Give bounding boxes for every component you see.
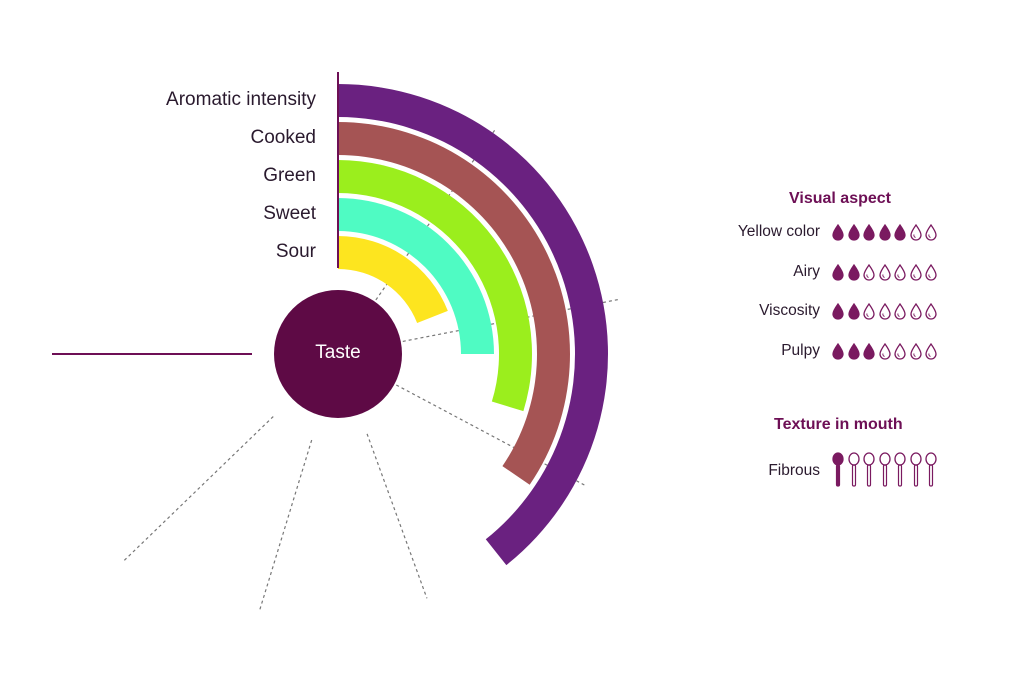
drop-icon: [909, 342, 922, 365]
spoon-icon: [925, 452, 937, 493]
spoon-icon: [894, 452, 906, 493]
drop-icon: [909, 302, 922, 325]
drop-icon: [832, 302, 844, 325]
guide-line-6: [121, 416, 274, 563]
drop-icon: [894, 223, 906, 246]
drop-icon: [894, 263, 906, 286]
attribute-label-airy: Airy: [793, 262, 820, 280]
taste-center-circle: [274, 290, 402, 418]
drop-icon: [863, 342, 875, 365]
visual-aspect-title: Visual aspect: [789, 190, 891, 207]
category-label-sweet: Sweet: [263, 202, 316, 224]
drop-icon: [925, 263, 937, 286]
taste-center-label: Taste: [315, 342, 361, 363]
drop-icon: [832, 223, 844, 246]
drop-icon: [894, 342, 906, 365]
spoon-icon: [909, 452, 922, 493]
drop-icon: [878, 342, 891, 365]
drop-icon: [925, 342, 937, 365]
drop-icon: [863, 263, 875, 286]
drop-icon: [909, 263, 922, 286]
attribute-label-fibrous: Fibrous: [768, 462, 820, 479]
category-label-cooked: Cooked: [250, 126, 317, 148]
guide-line-5: [258, 439, 313, 613]
attribute-label-yellow-color: Yellow color: [737, 223, 820, 240]
drop-icon: [925, 223, 937, 246]
spoon-icon: [878, 452, 891, 493]
attribute-label-pulpy: Pulpy: [781, 341, 820, 359]
arc-sweet: [338, 198, 494, 354]
spoon-icon: [832, 452, 844, 493]
spoon-icon: [847, 452, 860, 493]
drop-icon: [894, 302, 906, 325]
drop-icon: [832, 263, 844, 286]
drop-icon: [847, 342, 860, 365]
drop-icon: [909, 223, 922, 246]
guide-line-3: [390, 381, 586, 486]
category-label-green: Green: [263, 164, 316, 186]
arc-green: [338, 160, 532, 412]
category-label-sour: Sour: [275, 240, 316, 262]
drop-icon: [878, 263, 891, 286]
guide-line-4: [366, 433, 428, 599]
attribute-label-viscosity: Viscosity: [759, 302, 820, 319]
arc-series: [338, 84, 608, 566]
drop-icon: [847, 302, 860, 325]
spoon-icon: [863, 452, 875, 493]
drop-icon: [832, 342, 844, 365]
drop-icon: [863, 302, 875, 325]
drop-icon: [847, 263, 860, 286]
arc-cooked: [338, 122, 570, 485]
texture-title: Texture in mouth: [774, 416, 903, 433]
drop-icon: [847, 223, 860, 246]
arc-sour: [338, 236, 448, 323]
drop-icon: [878, 302, 891, 325]
category-label-aromatic-intensity: Aromatic intensity: [166, 88, 316, 110]
drop-icon: [863, 223, 875, 246]
drop-icon: [925, 302, 937, 325]
arc-aromatic-intensity: [338, 84, 608, 566]
drop-icon: [878, 223, 891, 246]
